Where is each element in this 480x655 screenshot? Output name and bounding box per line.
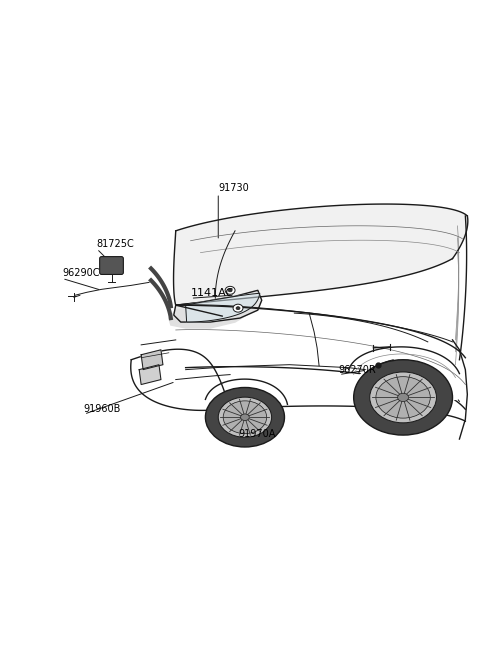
Polygon shape: [174, 204, 468, 305]
Text: 91730: 91730: [218, 183, 249, 193]
Ellipse shape: [240, 414, 249, 421]
Ellipse shape: [376, 377, 430, 418]
Text: 96290C: 96290C: [62, 269, 99, 278]
Text: 91960B: 91960B: [84, 404, 121, 414]
Ellipse shape: [225, 286, 235, 294]
Ellipse shape: [354, 360, 453, 435]
Text: 1141AC: 1141AC: [191, 288, 234, 298]
Polygon shape: [174, 290, 262, 322]
Ellipse shape: [205, 388, 285, 447]
Polygon shape: [186, 293, 260, 322]
Ellipse shape: [233, 304, 243, 312]
Ellipse shape: [218, 397, 272, 438]
Ellipse shape: [223, 401, 267, 434]
Ellipse shape: [236, 307, 240, 310]
Polygon shape: [139, 365, 161, 384]
Text: 96270R: 96270R: [339, 365, 377, 375]
Ellipse shape: [228, 289, 232, 292]
Polygon shape: [349, 360, 457, 400]
Polygon shape: [141, 350, 163, 369]
Text: 91970A: 91970A: [238, 429, 276, 439]
Ellipse shape: [370, 372, 436, 423]
Ellipse shape: [397, 393, 408, 402]
Text: 81725C: 81725C: [96, 238, 134, 249]
Polygon shape: [169, 292, 258, 328]
FancyBboxPatch shape: [100, 257, 123, 274]
